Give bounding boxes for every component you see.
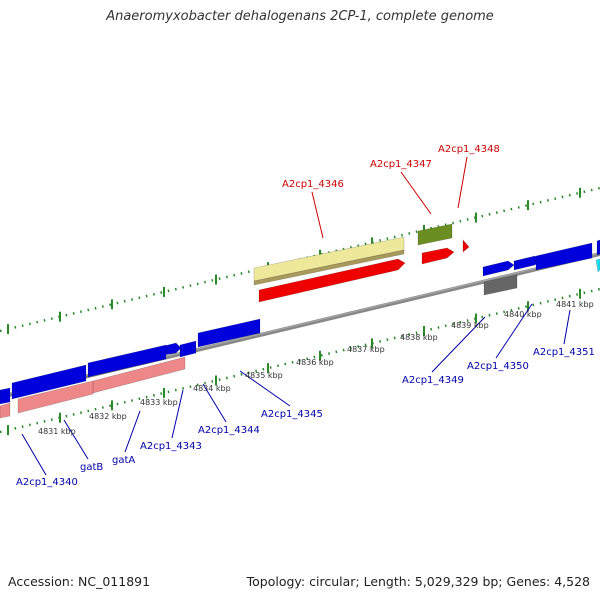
gene-feature-gatB-pink [17, 380, 94, 414]
gene-label-g4347[interactable]: A2cp1_4347 [370, 159, 432, 170]
inner-dotted-track [0, 287, 600, 434]
gene-feature-g4351 [596, 239, 600, 256]
gene-feature-g4350 [535, 242, 593, 271]
leader-line-gatA [124, 410, 141, 453]
kbp-tick-label: 4833 kbp [140, 398, 178, 407]
gene-feature-g4347-r [421, 247, 455, 265]
gene-feature-gatB [11, 364, 87, 400]
gene-label-g4345[interactable]: A2cp1_4345 [261, 409, 323, 420]
leader-line-g4351 [563, 309, 571, 345]
gene-label-g4351[interactable]: A2cp1_4351 [533, 347, 595, 358]
gene-feature-g4344 [179, 340, 197, 358]
kbp-tick-label: 4838 kbp [400, 333, 438, 342]
leader-line-g4348 [457, 156, 468, 209]
kbp-tick-labels: 4831 kbp 4832 kbp 4833 kbp 4834 kbp 4835 kbp… [38, 300, 594, 436]
leader-line-gatB [63, 419, 89, 460]
gene-label-g4350[interactable]: A2cp1_4350 [467, 361, 529, 372]
leader-line-g4340 [21, 433, 47, 476]
gene-label-g4346[interactable]: A2cp1_4346 [282, 179, 344, 190]
accession-text: Accession: NC_011891 [8, 574, 151, 589]
gene-feature-g4348 [462, 239, 470, 253]
kbp-tick-label: 4837 kbp [347, 345, 385, 354]
leader-line-g4350 [495, 303, 533, 359]
leader-line-g4349 [431, 316, 486, 373]
gene-label-g4340[interactable]: A2cp1_4340 [16, 477, 78, 488]
kbp-tick-label: 4831 kbp [38, 427, 76, 436]
gene-feature-gray-gene [483, 274, 518, 296]
gene-feature-g4340 [0, 387, 11, 405]
genome-summary: Topology: circular; Length: 5,029,329 bp… [246, 574, 590, 589]
gene-feature-g4346-r [258, 258, 406, 303]
gene-label-gatA[interactable]: gatA [112, 455, 135, 466]
gene-feature-g4347 [417, 223, 453, 246]
gene-feature-cyan-frag [595, 258, 600, 273]
leader-line-g4343 [171, 389, 184, 439]
gene-feature-g4346-shadow [253, 249, 405, 286]
map-title: Anaeromyxobacter dehalogenans 2CP-1, com… [106, 9, 494, 24]
kbp-tick-label: 4836 kbp [296, 358, 334, 367]
kbp-tick-label: 4835 kbp [245, 371, 283, 380]
gene-labels: A2cp1_4346 A2cp1_4347 A2cp1_4348 A2cp1_4340… [16, 144, 595, 488]
kbp-tick-label: 4841 kbp [556, 300, 594, 309]
leader-line-g4344 [202, 383, 227, 423]
kbp-tick-label: 4840 kbp [504, 310, 542, 319]
major-ticks [7, 187, 581, 436]
gene-label-g4348[interactable]: A2cp1_4348 [438, 144, 500, 155]
leader-line-g4346 [311, 191, 324, 239]
gene-feature-g4345 [197, 318, 261, 348]
kbp-tick-label: 4832 kbp [89, 412, 127, 421]
kbp-tick-label: 4834 kbp [193, 384, 231, 393]
gene-label-g4343[interactable]: A2cp1_4343 [140, 441, 202, 452]
gene-features [0, 223, 600, 419]
leader-line-g4347 [400, 171, 432, 215]
gene-label-g4344[interactable]: A2cp1_4344 [198, 425, 260, 436]
gene-label-g4349[interactable]: A2cp1_4349 [402, 375, 464, 386]
gene-feature-g4340-pink [0, 402, 11, 419]
leader-line-g4345 [239, 370, 291, 407]
gene-feature-g4349 [482, 260, 515, 277]
label-leaders [21, 156, 571, 476]
gene-feature-gatA [87, 344, 167, 378]
gene-label-gatB[interactable]: gatB [80, 462, 103, 473]
kbp-tick-label: 4839 kbp [451, 321, 489, 330]
